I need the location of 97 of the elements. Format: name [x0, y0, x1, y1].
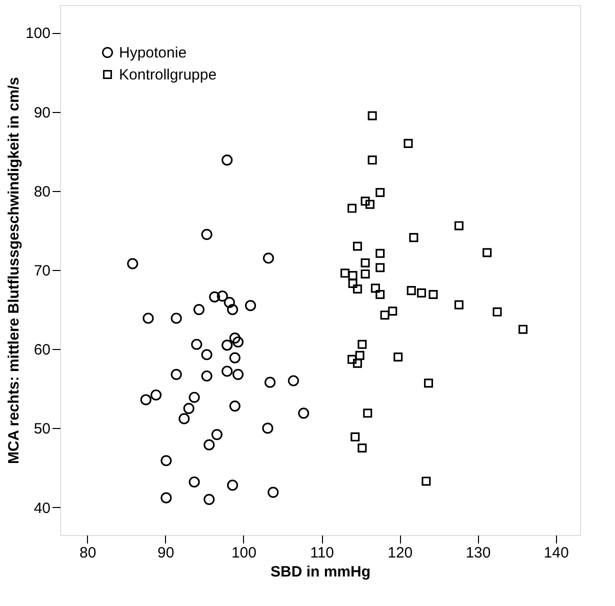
point [365, 200, 374, 209]
point [232, 336, 244, 348]
point [422, 476, 431, 486]
point [348, 271, 358, 280]
point [380, 310, 390, 320]
point [170, 368, 182, 380]
point [363, 408, 372, 418]
x-tick-label: 110 [310, 544, 334, 562]
point [454, 221, 464, 230]
point [394, 352, 403, 362]
point [201, 349, 212, 360]
point [142, 312, 154, 324]
point [191, 338, 202, 350]
point [360, 269, 370, 278]
point [227, 304, 238, 316]
point [350, 432, 360, 442]
point [340, 268, 350, 278]
point [352, 284, 362, 294]
point [482, 248, 492, 258]
point [188, 392, 200, 403]
point [428, 290, 438, 300]
point [268, 486, 279, 498]
point [264, 376, 276, 388]
point [224, 296, 235, 308]
x-tick-label: 80 [79, 544, 96, 562]
point [404, 138, 413, 148]
point [222, 154, 233, 166]
x-axis-title: SBD in mmHg [270, 564, 371, 580]
y-tick-label: 100 [25, 25, 50, 42]
point [288, 375, 299, 386]
point [262, 422, 274, 434]
point [232, 368, 244, 380]
y-tick-label: 60 [34, 342, 50, 359]
point [227, 480, 238, 491]
point [178, 413, 190, 424]
point [150, 389, 162, 401]
point [424, 378, 434, 388]
x-tick-label: 120 [388, 544, 413, 562]
x-tick-label: 90 [158, 544, 174, 562]
legend-label: Hypotonie [119, 44, 187, 62]
y-tick-label: 90 [34, 104, 50, 122]
point [262, 252, 274, 264]
y-tick-label: 80 [34, 183, 50, 200]
point [348, 278, 358, 288]
point [216, 290, 228, 302]
point [244, 300, 256, 312]
point [376, 188, 385, 197]
point [201, 228, 212, 240]
point [360, 258, 370, 268]
point [355, 350, 364, 360]
legend-label: Kontrollgruppe [119, 66, 217, 84]
point [229, 400, 240, 412]
point [229, 332, 240, 344]
point [352, 242, 362, 251]
point [160, 455, 172, 466]
point [209, 291, 220, 302]
point [229, 352, 240, 364]
point [183, 402, 194, 414]
point [298, 408, 310, 419]
point [388, 306, 398, 316]
point [360, 196, 370, 206]
x-tick-label: 140 [544, 544, 569, 562]
point [348, 354, 357, 364]
point [409, 233, 418, 242]
point [376, 263, 385, 272]
x-tick-label: 130 [466, 544, 491, 562]
point [358, 340, 367, 349]
point [376, 248, 385, 258]
point [368, 156, 377, 165]
point [204, 494, 215, 505]
y-tick-label: 50 [34, 420, 50, 438]
point [222, 366, 233, 377]
point [204, 439, 215, 450]
y-tick-label: 40 [34, 500, 50, 517]
point [518, 324, 528, 334]
point [140, 394, 152, 406]
point [406, 286, 416, 296]
y-tick-label: 70 [34, 262, 50, 280]
point [368, 111, 377, 120]
point [127, 258, 138, 270]
point [492, 307, 502, 316]
point [454, 300, 464, 310]
point [222, 340, 233, 351]
point [160, 492, 172, 504]
point [201, 370, 212, 382]
point [348, 204, 357, 213]
x-tick-label: 100 [231, 544, 256, 562]
y-axis-title: MCA rechts: mittlere Blutflussgeschwindigkeit in cm/s [5, 76, 22, 464]
point [211, 429, 222, 440]
point [358, 443, 367, 452]
point [193, 304, 205, 316]
point [352, 358, 362, 368]
point [376, 290, 385, 300]
point [170, 312, 182, 324]
point [188, 476, 200, 488]
point [370, 284, 380, 293]
point [416, 288, 426, 298]
